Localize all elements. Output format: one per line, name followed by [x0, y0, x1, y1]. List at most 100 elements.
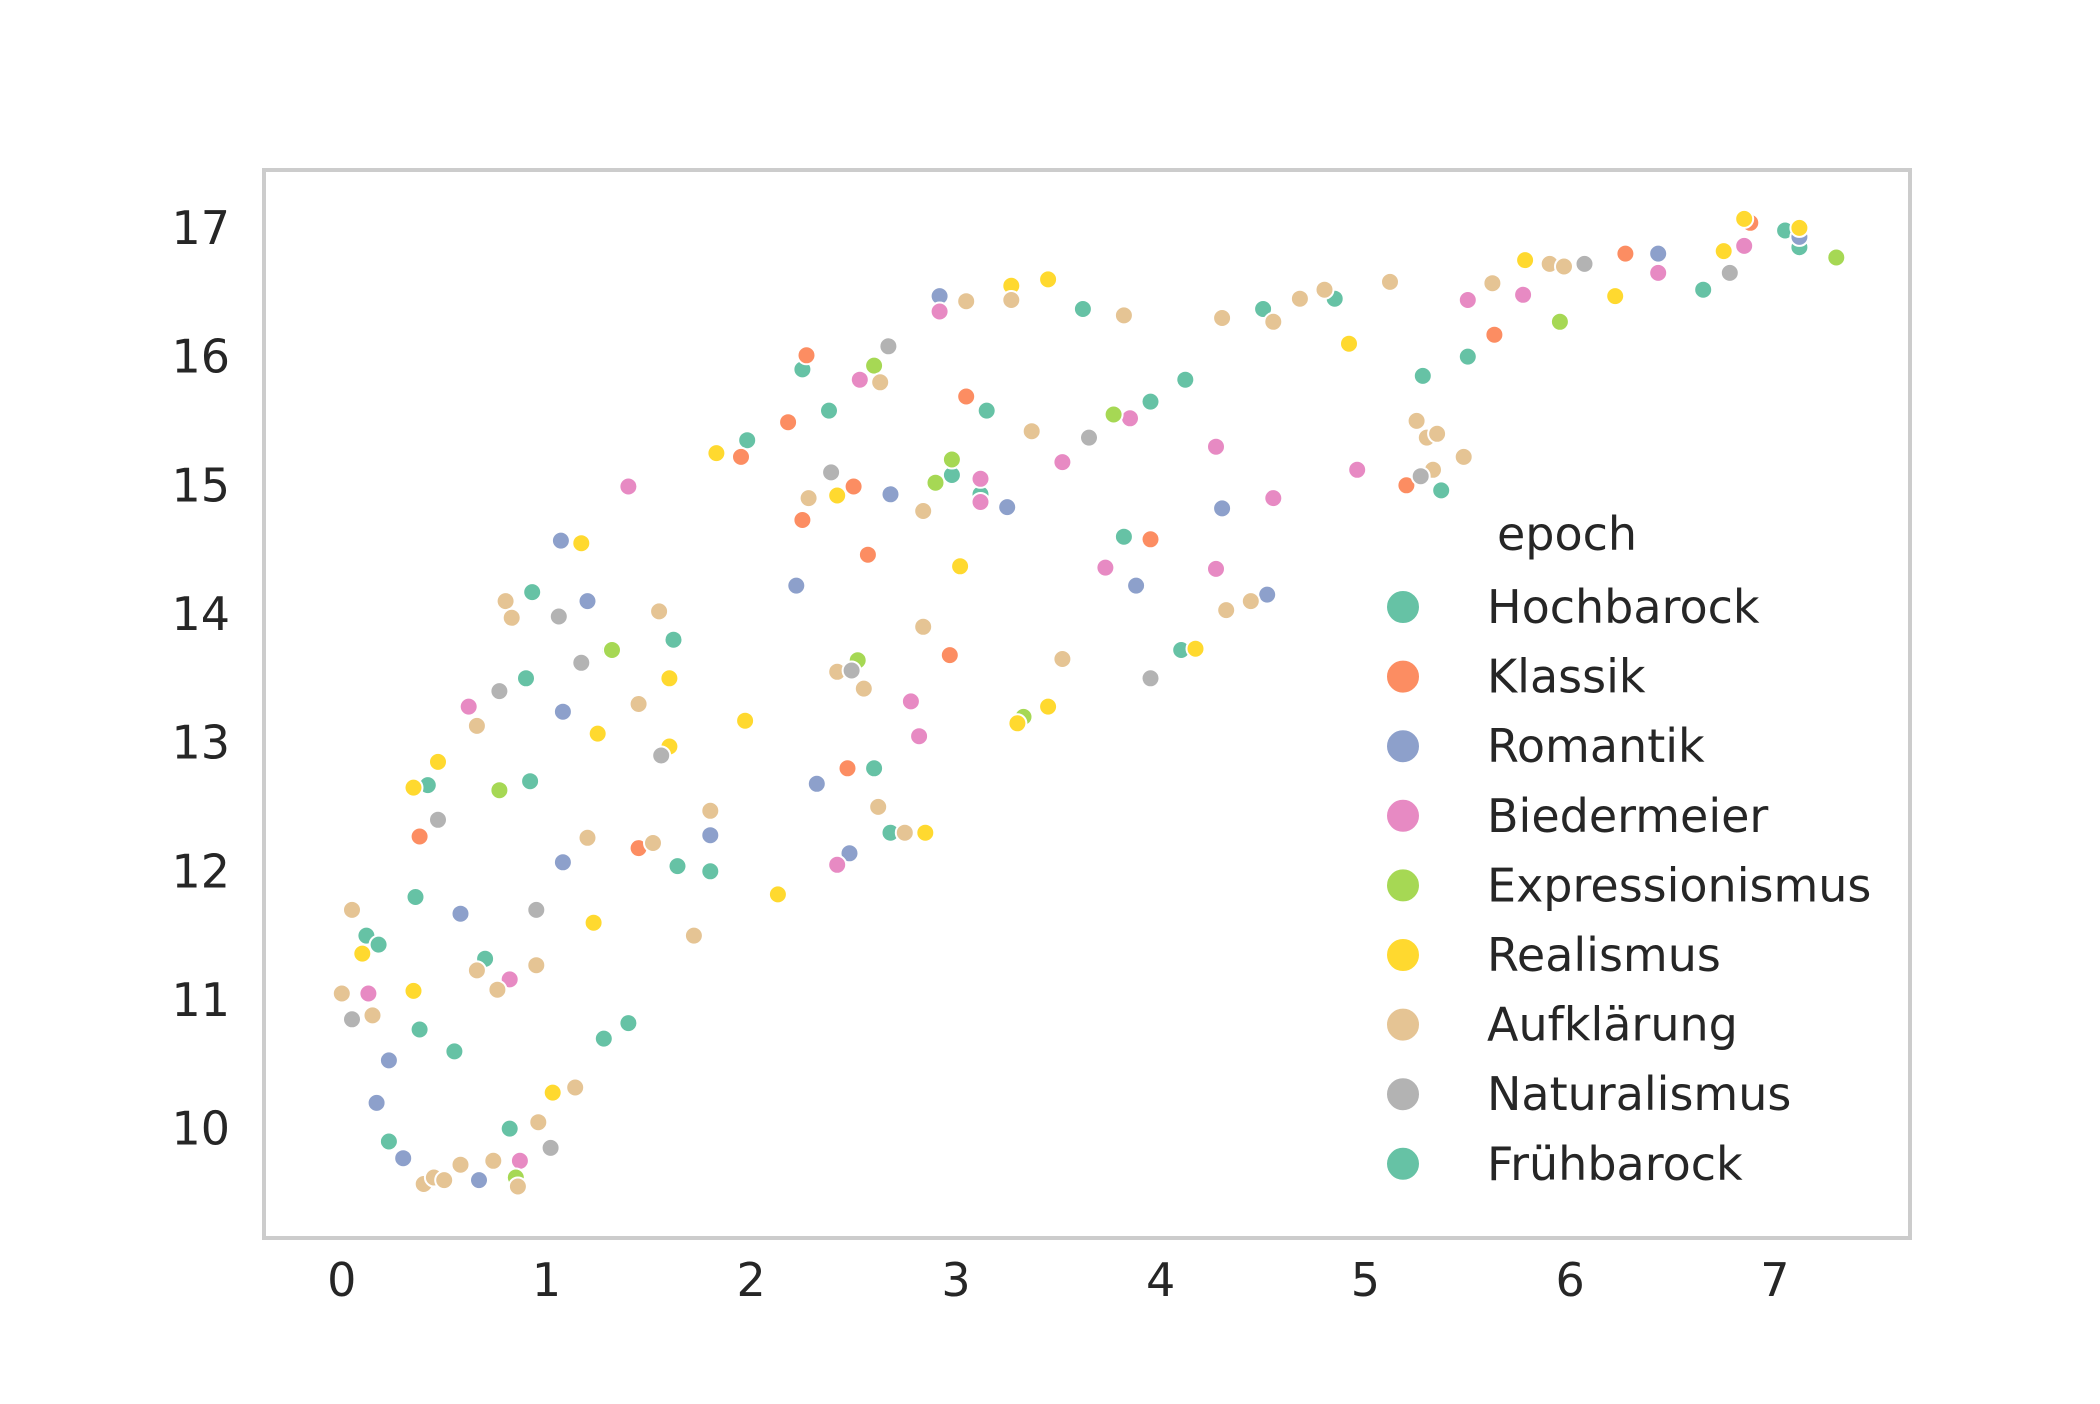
data-point: [956, 386, 977, 407]
data-point: [643, 833, 663, 853]
data-point: [520, 771, 541, 792]
data-point: [1380, 271, 1400, 292]
y-tick-label: 12: [171, 844, 230, 898]
data-point: [1289, 288, 1310, 309]
data-point: [403, 777, 424, 798]
data-point: [1431, 480, 1452, 501]
legend-label: Aufklärung: [1487, 998, 1738, 1052]
data-point: [550, 530, 571, 551]
data-point: [1001, 290, 1022, 310]
data-point: [378, 1131, 399, 1152]
data-point: [1410, 466, 1431, 487]
data-point: [1052, 649, 1073, 669]
x-tick-label: 3: [941, 1253, 970, 1307]
data-point: [1140, 529, 1161, 550]
data-point: [1713, 241, 1734, 262]
data-point: [378, 1050, 399, 1071]
data-point: [405, 887, 426, 907]
data-point: [700, 800, 721, 821]
y-axis-tick-labels: 10 11 12 13 14 15 16 17: [171, 201, 230, 1156]
data-point: [1482, 273, 1503, 294]
data-point: [458, 696, 479, 717]
points-layer: [331, 208, 1847, 1197]
data-point: [583, 912, 604, 933]
data-point: [894, 822, 915, 843]
x-tick-label: 2: [737, 1253, 766, 1307]
data-point: [522, 582, 543, 603]
data-point: [540, 1137, 561, 1158]
data-point: [1257, 584, 1278, 605]
data-point: [737, 430, 758, 451]
data-point: [352, 943, 373, 964]
data-point: [450, 1154, 471, 1175]
data-point: [552, 852, 573, 873]
data-point: [526, 955, 547, 976]
data-point: [1453, 446, 1474, 467]
data-point: [618, 476, 639, 497]
data-point: [358, 983, 379, 1004]
y-tick-label: 17: [171, 201, 230, 255]
legend-marker: [1385, 797, 1421, 834]
y-tick-label: 10: [171, 1102, 230, 1156]
data-point: [864, 758, 885, 779]
data-point: [1007, 713, 1028, 734]
data-point: [929, 301, 950, 322]
data-point: [1549, 311, 1570, 332]
data-point: [839, 843, 860, 864]
data-point: [683, 925, 704, 946]
data-point: [526, 899, 547, 920]
data-point: [1175, 369, 1196, 390]
data-point: [1648, 243, 1669, 264]
data-point: [900, 691, 921, 712]
legend-label: Romantik: [1487, 719, 1705, 773]
x-tick-label: 6: [1556, 1253, 1585, 1307]
data-point: [806, 773, 827, 794]
data-point: [483, 1150, 504, 1171]
data-point: [841, 660, 862, 681]
data-point: [913, 616, 934, 637]
data-point: [970, 492, 991, 512]
data-point: [548, 606, 569, 627]
data-point: [450, 903, 471, 924]
data-point: [700, 825, 721, 846]
legend-marker: [1385, 1076, 1421, 1113]
data-point: [868, 796, 889, 817]
data-point: [1457, 290, 1478, 310]
data-point: [507, 1176, 528, 1197]
data-point: [593, 1028, 614, 1049]
data-point: [659, 668, 680, 689]
data-point: [342, 1009, 362, 1030]
data-point: [778, 412, 799, 433]
data-point: [827, 854, 848, 875]
data-point: [950, 556, 971, 577]
data-point: [1240, 591, 1261, 612]
data-point: [393, 1148, 414, 1169]
data-point: [939, 645, 960, 666]
data-point: [434, 1170, 455, 1191]
data-point: [767, 884, 788, 905]
data-point: [628, 694, 649, 714]
legend-label: Expressionismus: [1487, 858, 1871, 912]
data-point: [509, 1150, 530, 1171]
data-point: [1339, 333, 1359, 354]
y-tick-label: 14: [171, 587, 230, 641]
data-point: [792, 510, 813, 530]
data-point: [843, 476, 864, 497]
legend-marker: [1385, 1006, 1421, 1043]
y-tick-label: 16: [171, 330, 230, 384]
data-point: [880, 484, 901, 505]
data-point: [663, 629, 684, 650]
data-point: [1554, 256, 1574, 277]
data-point: [925, 472, 946, 493]
data-point: [1734, 208, 1755, 229]
data-point: [428, 751, 448, 772]
data-point: [1574, 253, 1595, 274]
legend-label: Hochbarock: [1487, 580, 1760, 634]
legend-marker: [1385, 589, 1421, 625]
data-point: [1216, 600, 1237, 621]
data-point: [1126, 575, 1147, 596]
x-tick-label: 4: [1146, 1253, 1175, 1307]
data-point: [837, 758, 858, 779]
data-point: [571, 652, 592, 673]
